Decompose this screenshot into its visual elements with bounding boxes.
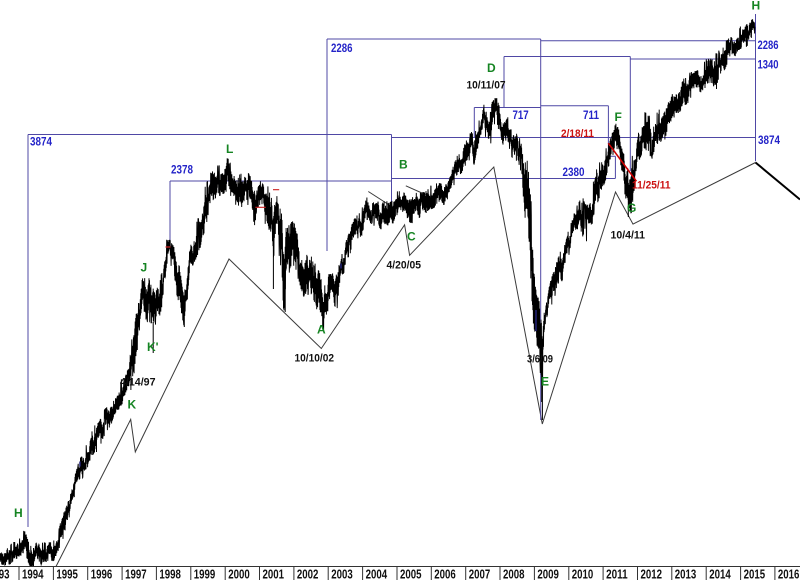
svg-text:2012: 2012 [641,567,663,580]
svg-text:2286: 2286 [331,41,353,55]
svg-text:1340: 1340 [758,58,779,72]
svg-text:2380: 2380 [563,165,585,179]
svg-text:2009: 2009 [537,567,559,580]
svg-text:H: H [752,0,761,13]
svg-text:2002: 2002 [297,567,319,580]
svg-text:717: 717 [513,108,529,122]
svg-text:2005: 2005 [400,567,422,580]
svg-text:H: H [14,506,23,520]
svg-text:2003: 2003 [331,567,353,580]
svg-text:2010: 2010 [572,567,594,580]
svg-text:2016: 2016 [778,567,800,580]
svg-text:1998: 1998 [159,567,181,580]
svg-text:1997: 1997 [125,567,147,580]
svg-text:2378: 2378 [171,163,193,177]
svg-text:2006: 2006 [434,567,456,580]
svg-text:K': K' [147,340,159,354]
svg-text:4/14/97: 4/14/97 [120,377,156,389]
svg-text:11/25/11: 11/25/11 [632,180,671,192]
svg-text:F: F [615,110,622,124]
svg-text:J: J [141,261,148,275]
svg-text:2015: 2015 [744,567,766,580]
svg-text:3/6/09: 3/6/09 [527,354,553,366]
svg-text:2014: 2014 [709,567,731,580]
svg-text:1993: 1993 [0,567,10,580]
svg-text:C: C [407,230,416,244]
svg-text:711: 711 [583,108,599,122]
svg-text:B: B [399,158,408,172]
svg-text:E: E [541,375,549,389]
svg-text:1999: 1999 [194,567,216,580]
svg-text:2/18/11: 2/18/11 [561,128,594,140]
svg-text:10/11/07: 10/11/07 [467,80,506,92]
svg-text:2007: 2007 [469,567,491,580]
svg-text:10/4/11: 10/4/11 [611,230,646,242]
svg-text:G: G [627,201,636,215]
svg-text:3874: 3874 [30,135,52,149]
svg-text:A: A [317,323,326,337]
svg-text:1995: 1995 [56,567,78,580]
svg-text:2008: 2008 [503,567,525,580]
svg-text:3874: 3874 [758,133,780,147]
svg-text:2004: 2004 [366,567,388,580]
svg-text:1994: 1994 [22,567,44,580]
svg-text:4/20/05: 4/20/05 [387,260,422,272]
svg-text:2011: 2011 [606,567,628,580]
svg-text:D: D [487,61,496,75]
svg-text:2000: 2000 [228,567,250,580]
svg-text:2001: 2001 [263,567,285,580]
svg-text:K: K [128,398,137,412]
svg-text:10/10/02: 10/10/02 [295,353,335,365]
svg-text:1996: 1996 [91,567,113,580]
svg-text:2013: 2013 [675,567,697,580]
svg-text:L: L [226,142,233,156]
svg-text:2286: 2286 [758,38,779,52]
